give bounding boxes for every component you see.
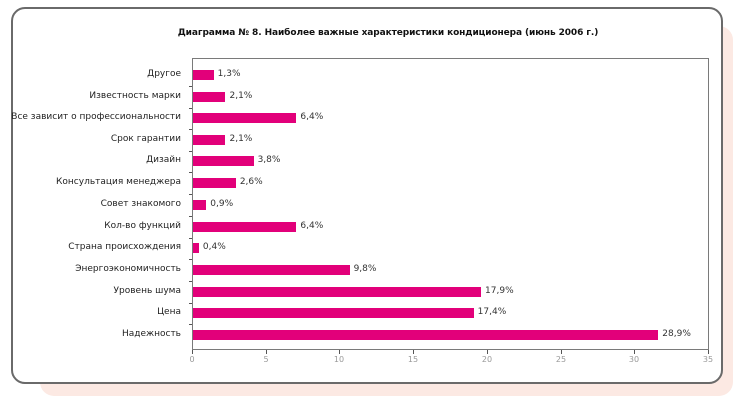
category-label: Все зависит о профессиональности xyxy=(11,112,181,122)
value-label: 9,8% xyxy=(353,264,377,274)
x-tick xyxy=(561,350,562,354)
x-tick-label: 30 xyxy=(628,355,640,364)
value-label: 17,9% xyxy=(485,286,514,296)
bar xyxy=(193,222,297,232)
bar xyxy=(193,243,199,253)
x-tick-label: 20 xyxy=(481,355,493,364)
value-label: 2,6% xyxy=(239,177,263,187)
y-tick xyxy=(189,324,192,325)
bar xyxy=(193,330,659,340)
y-tick xyxy=(189,194,192,195)
value-label: 6,4% xyxy=(300,221,324,231)
category-label: Дизайн xyxy=(146,155,181,165)
y-tick xyxy=(189,129,192,130)
value-label: 28,9% xyxy=(662,329,691,339)
x-tick-label: 0 xyxy=(189,355,195,364)
value-label: 0,4% xyxy=(202,242,226,252)
category-label: Другое xyxy=(147,69,181,79)
y-tick xyxy=(189,281,192,282)
category-label: Цена xyxy=(157,307,181,317)
x-tick xyxy=(487,350,488,354)
value-label: 2,1% xyxy=(229,134,253,144)
x-tick-label: 15 xyxy=(407,355,419,364)
plot-area xyxy=(192,58,709,350)
value-label: 3,8% xyxy=(257,155,281,165)
x-tick xyxy=(192,350,193,354)
x-tick-label: 10 xyxy=(333,355,345,364)
y-tick xyxy=(189,108,192,109)
bar xyxy=(193,200,207,210)
bar xyxy=(193,70,214,80)
x-tick-label: 35 xyxy=(702,355,714,364)
value-label: 6,4% xyxy=(300,112,324,122)
value-label: 17,4% xyxy=(477,307,507,317)
x-tick xyxy=(413,350,414,354)
category-label: Уровень шума xyxy=(113,286,181,296)
bar xyxy=(193,287,482,297)
category-label: Совет знакомого xyxy=(100,199,181,209)
category-label: Срок гарантии xyxy=(110,134,181,144)
x-tick-label: 25 xyxy=(555,355,567,364)
category-label: Надежность xyxy=(121,329,181,339)
category-label: Кол-во функций xyxy=(104,221,181,231)
category-label: Страна происхождения xyxy=(68,242,181,252)
y-tick xyxy=(189,216,192,217)
y-tick xyxy=(189,86,192,87)
x-tick-label: 5 xyxy=(263,355,269,364)
chart-card xyxy=(11,7,723,384)
category-label: Известность марки xyxy=(89,91,181,101)
bar xyxy=(193,265,350,275)
x-tick xyxy=(708,350,709,354)
bar xyxy=(193,156,254,166)
y-tick xyxy=(189,238,192,239)
y-tick xyxy=(189,259,192,260)
category-label: Консультация менеджера xyxy=(56,177,181,187)
value-label: 0,9% xyxy=(210,199,234,209)
x-tick xyxy=(339,350,340,354)
value-label: 1,3% xyxy=(217,69,241,79)
value-label: 2,1% xyxy=(229,91,253,101)
y-tick xyxy=(189,303,192,304)
bar xyxy=(193,92,226,102)
x-tick xyxy=(634,350,635,354)
y-tick xyxy=(189,172,192,173)
chart-title: Диаграмма № 8. Наиболее важные характери… xyxy=(177,28,599,38)
bar xyxy=(193,135,226,145)
bar xyxy=(193,113,297,123)
bar xyxy=(193,178,236,188)
bar xyxy=(193,308,474,318)
x-tick xyxy=(266,350,267,354)
y-tick xyxy=(189,151,192,152)
category-label: Энергоэкономичность xyxy=(75,264,181,274)
